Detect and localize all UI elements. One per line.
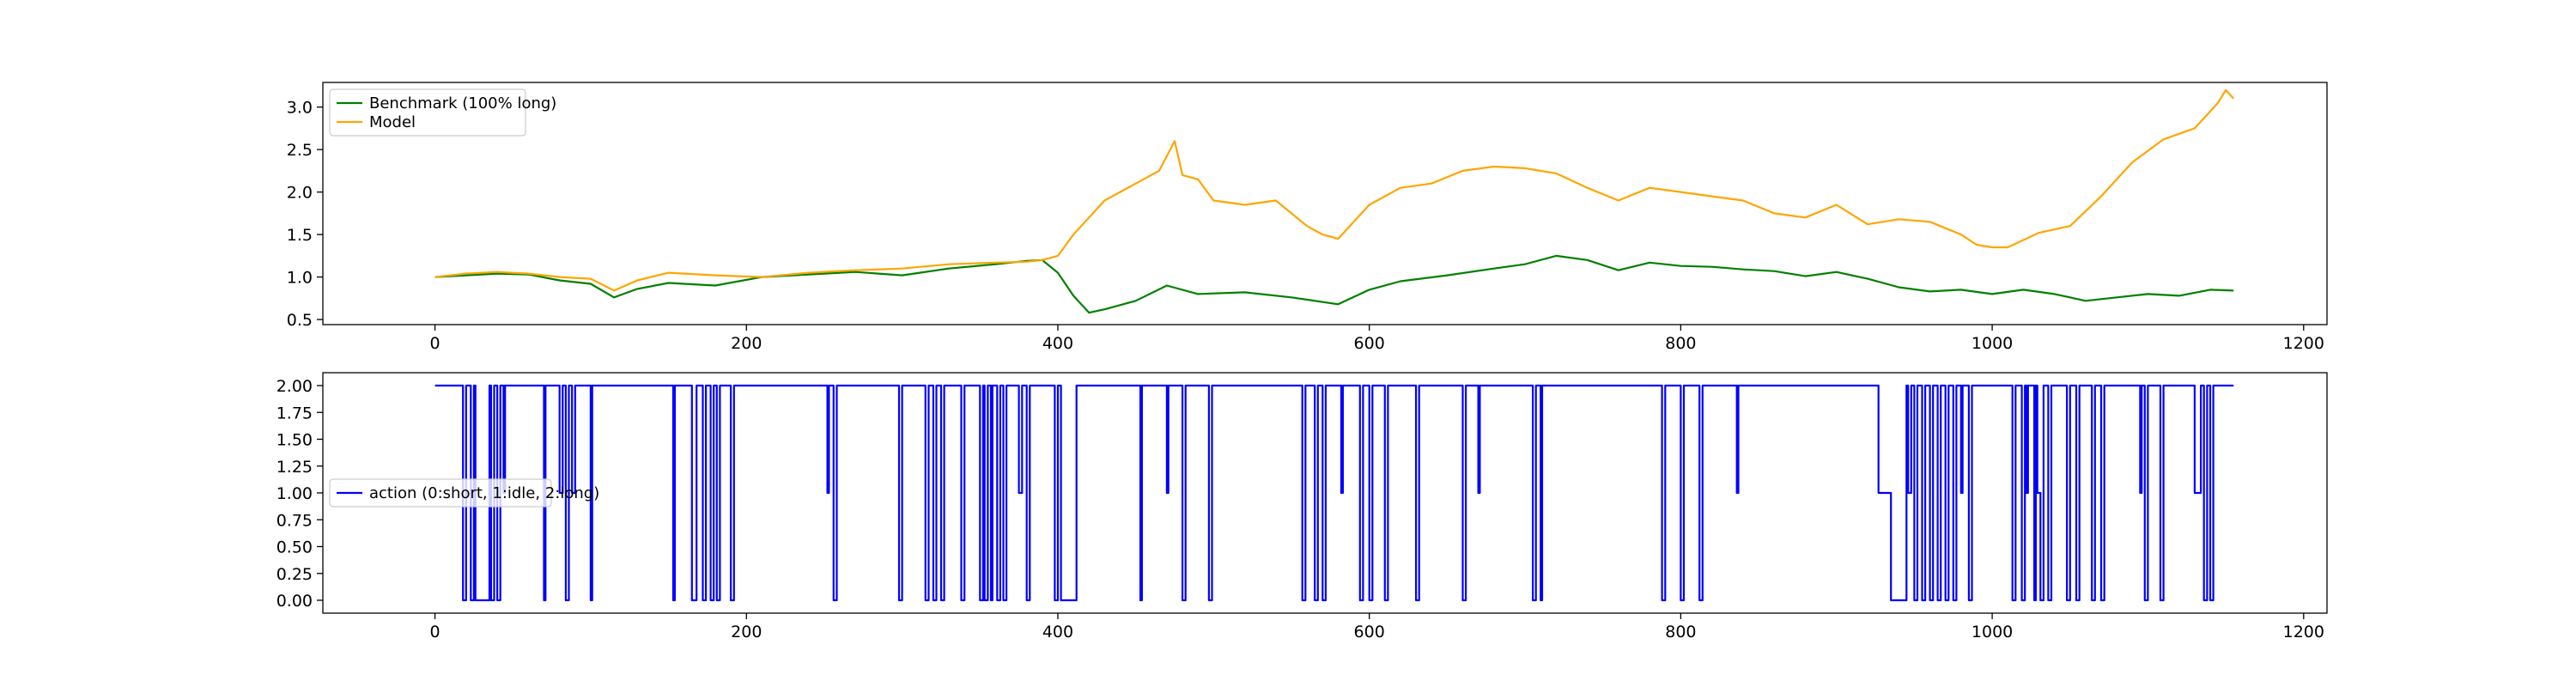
x-tick-label: 200 xyxy=(731,334,762,353)
x-tick-label: 0 xyxy=(430,623,440,641)
series-line-0-1 xyxy=(434,88,2235,292)
y-tick-label: 1.75 xyxy=(276,404,313,423)
legend-entry-label: Model xyxy=(369,113,416,131)
y-tick-label: 0.75 xyxy=(276,511,313,530)
y-tick-label: 0.00 xyxy=(276,592,313,611)
y-tick-label: 0.25 xyxy=(276,565,313,584)
x-tick-label: 800 xyxy=(1665,623,1696,641)
x-tick-label: 400 xyxy=(1042,334,1073,353)
x-tick-label: 400 xyxy=(1042,623,1073,641)
y-tick-label: 2.0 xyxy=(287,184,313,203)
y-tick-label: 1.0 xyxy=(287,269,313,288)
x-tick-label: 600 xyxy=(1354,334,1385,353)
legend: Benchmark (100% long)Model xyxy=(329,88,556,137)
axes-frame xyxy=(322,82,2328,325)
y-tick-label: 1.00 xyxy=(276,484,313,503)
action-chart: 0 200 400 600 800 1000 1200 0.00 0.25 0.50 0.75 1.0… xyxy=(276,372,2328,641)
series-line-0-0 xyxy=(434,254,2234,314)
y-tick-label: 1.5 xyxy=(287,226,313,245)
legend: action (0:short, 1:idle, 2:long) xyxy=(329,478,599,508)
y-tick-label: 1.50 xyxy=(276,431,313,450)
y-tick-label: 3.0 xyxy=(287,99,313,118)
y-tick-label: 1.25 xyxy=(276,458,313,477)
x-tick-label: 600 xyxy=(1354,623,1385,641)
x-tick-label: 1200 xyxy=(2283,334,2324,353)
x-tick-label: 800 xyxy=(1665,334,1696,353)
equity-chart: 0 200 400 600 800 1000 1200 0.5 1.0 1.5 2.0 2.5 3.0 B… xyxy=(287,82,2328,353)
legend-box xyxy=(329,478,552,508)
y-tick-label: 0.5 xyxy=(287,311,313,330)
y-tick-label: 0.50 xyxy=(276,538,313,557)
y-tick-label: 2.00 xyxy=(276,377,313,396)
y-tick-label: 2.5 xyxy=(287,141,313,160)
legend-entry-label: action (0:short, 1:idle, 2:long) xyxy=(369,484,599,502)
legend-box xyxy=(329,88,526,137)
legend-entry-label: Benchmark (100% long) xyxy=(369,94,556,112)
x-tick-label: 200 xyxy=(731,623,762,641)
x-tick-label: 0 xyxy=(430,334,440,353)
series-line-1-0 xyxy=(434,384,2234,602)
x-tick-label: 1200 xyxy=(2283,623,2324,641)
x-tick-label: 1000 xyxy=(1971,334,2013,353)
x-tick-label: 1000 xyxy=(1971,623,2013,641)
